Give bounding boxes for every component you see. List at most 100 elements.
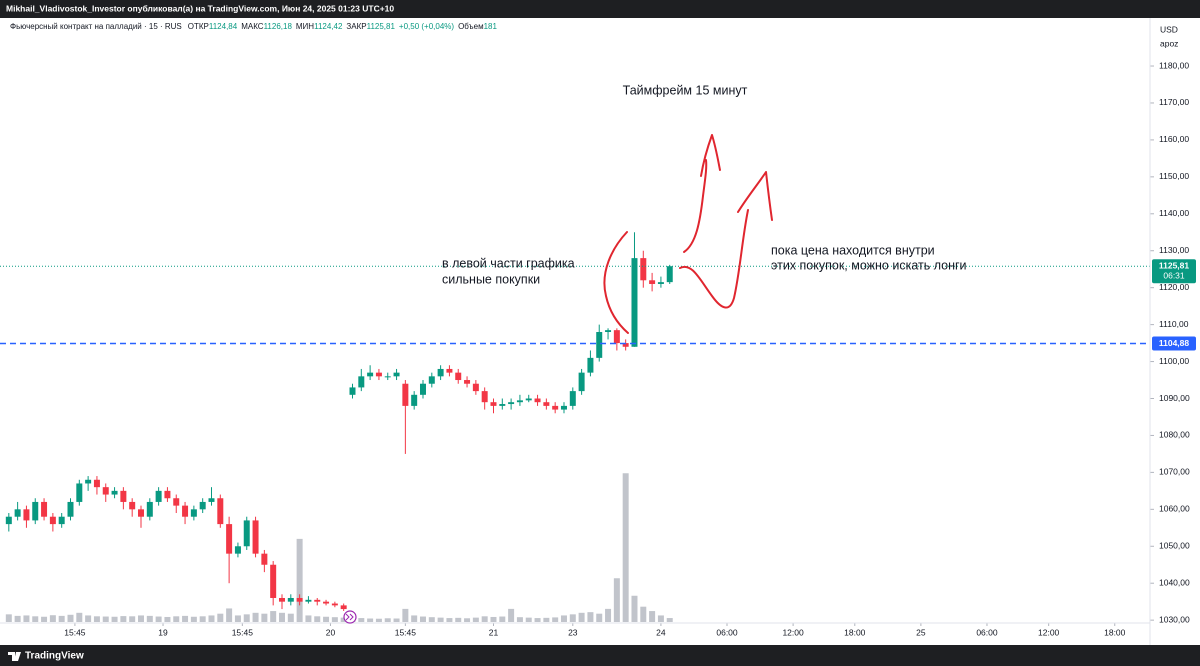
y-tick-label: 1090,00 (1159, 393, 1190, 403)
x-tick-label: 12:00 (782, 627, 804, 637)
candle-body (23, 509, 30, 521)
candle-body (499, 404, 506, 406)
candle-body (190, 509, 197, 517)
volume-bar (111, 616, 118, 622)
volume-bar (32, 616, 39, 622)
volume-bar (129, 616, 136, 622)
volume-bar (472, 617, 479, 622)
annotation: этих покупок, можно искать лонги (771, 258, 967, 272)
candle-body (234, 546, 241, 554)
candle-body (516, 400, 523, 403)
footer-text: TradingView (25, 651, 84, 662)
volume-bar (146, 615, 153, 622)
currency: USD (1160, 24, 1178, 34)
volume-bar (76, 612, 83, 622)
y-tick-label: 1100,00 (1159, 356, 1189, 366)
candle-body (217, 498, 224, 525)
volume-bar (569, 614, 576, 622)
candle-body (402, 383, 409, 406)
volume-bar (622, 473, 629, 622)
legend-header: Фьючерсный контракт на палладий · 15 · R… (10, 22, 497, 31)
session-icon (343, 610, 357, 624)
value: 181 (484, 22, 498, 31)
x-tick-label: 23 (568, 627, 578, 637)
volume-bar (182, 615, 189, 622)
candle-body (472, 383, 479, 392)
candle-body (490, 402, 497, 406)
volume-bar (58, 615, 65, 622)
candle-body (428, 376, 435, 384)
label: ОТКР (188, 22, 209, 31)
volume-bar (631, 595, 638, 622)
volume-bar (508, 608, 515, 622)
candle-body (560, 405, 567, 410)
candle-body (534, 398, 541, 403)
y-tick-label: 1130,00 (1159, 245, 1189, 255)
candle-body (146, 501, 153, 517)
candle-body (243, 520, 250, 547)
volume-bar (102, 616, 109, 622)
candle-body (367, 372, 374, 377)
x-tick-label: 24 (656, 627, 666, 637)
candle-body (138, 509, 144, 517)
scale-mode: apoz (1160, 38, 1178, 48)
volume-bar (226, 608, 233, 622)
label: МИН (296, 22, 314, 31)
volume-bar (464, 618, 471, 622)
volume-bar (411, 615, 418, 622)
volume-bar (331, 617, 338, 622)
bracket (603, 231, 629, 334)
candle-body (155, 490, 162, 502)
candle-body (525, 398, 532, 401)
candle-body (605, 330, 612, 333)
volume-bar (199, 616, 206, 622)
annotation: сильные покупки (442, 272, 540, 286)
candle-body (358, 376, 365, 388)
last-price-label: 1125,81 (1159, 260, 1190, 270)
candle-body (508, 402, 515, 405)
candle-body (481, 391, 488, 403)
candle-body (657, 282, 664, 284)
hand-drawing (603, 134, 773, 334)
volume-bar (243, 614, 250, 622)
x-tick-label: 15:45 (395, 627, 417, 637)
candle-body (622, 343, 629, 347)
volume-bar (516, 617, 523, 622)
volume-bar (305, 615, 312, 622)
candle-body (437, 368, 444, 377)
volume-bar (525, 617, 532, 622)
y-tick-label: 1070,00 (1159, 467, 1190, 477)
candle-body (393, 372, 400, 377)
volume-bar (41, 616, 48, 622)
candle-body (182, 505, 189, 517)
volume-bar (455, 617, 462, 622)
volume-bar (270, 611, 277, 622)
volume-bar (490, 616, 497, 622)
candle-body (587, 357, 594, 373)
x-tick-label: 15:45 (232, 627, 254, 637)
label: МАКС (241, 22, 264, 31)
label: Объем (458, 22, 484, 31)
volume-bar (323, 616, 330, 622)
volume-bar (596, 613, 603, 622)
candle-body (208, 498, 215, 502)
volume-bar (543, 617, 550, 622)
volume-bar (393, 618, 400, 622)
volume-bar (666, 618, 673, 622)
candle-body (596, 332, 603, 358)
candle-body (49, 516, 56, 525)
session-icon-arrows (345, 613, 354, 621)
value: 1124,42 (314, 22, 343, 31)
candle-body (340, 605, 347, 610)
y-tick-label: 1180,00 (1159, 60, 1189, 70)
volume-bar (164, 616, 171, 622)
last-price-badge (1152, 259, 1196, 284)
candle-body (578, 372, 585, 392)
y-tick-label: 1140,00 (1159, 208, 1189, 218)
label: ЗАКР (346, 22, 366, 31)
candle-body (552, 405, 559, 410)
annotation: пока цена находится внутри (771, 243, 935, 257)
volume-bar (155, 616, 162, 622)
volume-bar (499, 616, 506, 622)
x-tick-label: 06:00 (716, 627, 738, 637)
